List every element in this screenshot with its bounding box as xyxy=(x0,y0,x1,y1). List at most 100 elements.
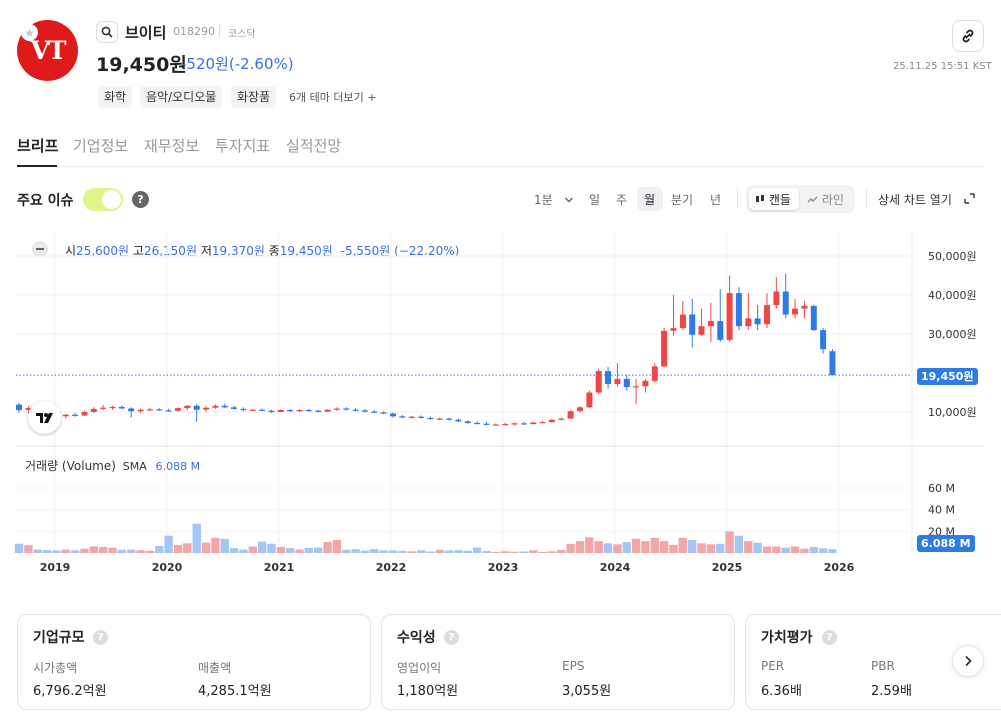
candle-button[interactable]: 캔들 xyxy=(755,191,791,208)
interval-label: 1분 xyxy=(534,193,553,207)
interval-select[interactable]: 1분 xyxy=(534,191,574,208)
card-profitability[interactable] xyxy=(381,614,735,710)
volume-bar xyxy=(510,551,519,553)
tab-company-info[interactable]: 기업정보 xyxy=(73,137,129,155)
tab-active-indicator xyxy=(17,165,57,167)
help-icon[interactable]: ? xyxy=(132,191,149,208)
candle-body xyxy=(184,405,191,409)
candle-body xyxy=(558,418,565,420)
candle-body xyxy=(745,318,752,327)
close-label: 종 xyxy=(268,244,280,258)
candle-body xyxy=(773,291,780,306)
candle-body xyxy=(492,424,499,426)
tab-brief[interactable]: 브리프 xyxy=(17,137,59,155)
volume-bar xyxy=(416,550,426,553)
volume-bar xyxy=(183,543,192,554)
candle-body xyxy=(820,330,827,350)
divider xyxy=(866,189,867,209)
volume-bar xyxy=(42,550,52,553)
tab-financial-info[interactable]: 재무정보 xyxy=(144,137,200,155)
favorite-star-icon[interactable]: ★ xyxy=(21,24,38,41)
volume-bar xyxy=(575,541,585,553)
volume-bar xyxy=(678,537,687,553)
candle-body xyxy=(530,422,537,425)
detail-chart-button[interactable]: 상세 차트 열기 xyxy=(878,191,975,208)
period-quarter[interactable]: 분기 xyxy=(671,193,694,207)
candle-body xyxy=(324,409,331,412)
theme-tag[interactable]: 음악/오디오물 xyxy=(140,86,223,108)
share-link-button[interactable] xyxy=(952,20,984,52)
volume-bar xyxy=(89,546,98,553)
volume-bar xyxy=(566,543,575,553)
period-year[interactable]: 년 xyxy=(710,193,722,207)
volume-bar xyxy=(744,541,753,553)
volume-bar xyxy=(323,542,332,553)
candle-body xyxy=(735,293,742,327)
next-card-button[interactable] xyxy=(952,645,984,677)
volume-bar xyxy=(454,550,463,553)
candle-body xyxy=(408,416,415,418)
current-price: 19,450원 xyxy=(96,54,187,76)
card-title: 기업규모 xyxy=(33,630,85,646)
search-button[interactable] xyxy=(96,21,118,43)
help-icon[interactable]: ? xyxy=(93,630,108,645)
volume-bar xyxy=(669,544,678,553)
candle-body xyxy=(474,422,481,425)
high-label: 고 xyxy=(132,244,144,258)
more-themes-link[interactable]: 6개 테마 더보기 + xyxy=(289,89,376,105)
card-value: 3,055원 xyxy=(562,684,612,699)
card-label: 매출액 xyxy=(198,661,232,675)
x-axis-label: 2023 xyxy=(488,561,519,574)
theme-tag[interactable]: 화장품 xyxy=(231,86,277,108)
help-icon[interactable]: ? xyxy=(444,630,459,645)
price-axis-label: 40,000원 xyxy=(928,289,977,302)
candle-body xyxy=(586,392,593,408)
volume-bar xyxy=(809,547,818,553)
card-valuation[interactable] xyxy=(745,614,1001,710)
volume-bar xyxy=(155,546,164,553)
candle-body xyxy=(689,314,696,335)
expand-icon xyxy=(964,193,975,204)
volume-bar xyxy=(463,550,472,553)
tradingview-logo[interactable] xyxy=(28,401,61,434)
price-axis-label: 10,000원 xyxy=(928,406,977,419)
volume-bar xyxy=(407,551,416,553)
card-value: 1,180억원 xyxy=(397,684,459,699)
candle-body xyxy=(305,410,312,412)
candle-body xyxy=(221,405,228,408)
line-button[interactable]: 라인 xyxy=(807,191,844,208)
key-issues-toggle[interactable] xyxy=(83,188,123,211)
volume-bar xyxy=(229,548,239,553)
volume-bar xyxy=(276,547,285,553)
candle-body xyxy=(764,305,770,325)
candle-body xyxy=(483,423,490,425)
help-icon[interactable]: ? xyxy=(822,630,837,645)
volume-bar xyxy=(398,550,407,553)
open-value: 25,600원 xyxy=(76,244,130,258)
theme-tag[interactable]: 화학 xyxy=(98,86,133,108)
candle-body xyxy=(455,419,462,422)
card-company-size[interactable] xyxy=(17,614,371,710)
period-month[interactable]: 월 xyxy=(644,193,656,207)
tab-investment-indicators[interactable]: 투자지표 xyxy=(215,137,271,155)
x-axis-label: 2024 xyxy=(600,561,631,574)
candle-body xyxy=(333,408,340,410)
link-icon xyxy=(962,29,974,43)
x-axis-label: 2021 xyxy=(264,561,295,574)
collapse-legend-button[interactable] xyxy=(32,241,48,257)
card-value: 6.36배 xyxy=(761,684,802,699)
low-value: 19,370원 xyxy=(211,244,265,258)
price-axis-label: 50,000원 xyxy=(928,250,977,263)
candle-body xyxy=(614,378,621,384)
volume-bar xyxy=(603,543,613,554)
candle-body xyxy=(670,328,677,331)
tab-earnings-forecast[interactable]: 실적전망 xyxy=(286,137,342,155)
period-day[interactable]: 일 xyxy=(589,193,601,207)
line-chart-icon xyxy=(807,196,818,203)
divider xyxy=(219,25,220,37)
plus-icon: + xyxy=(367,91,377,104)
volume-bar xyxy=(828,549,837,553)
x-axis-label: 2025 xyxy=(712,561,743,574)
period-week[interactable]: 주 xyxy=(616,193,628,207)
